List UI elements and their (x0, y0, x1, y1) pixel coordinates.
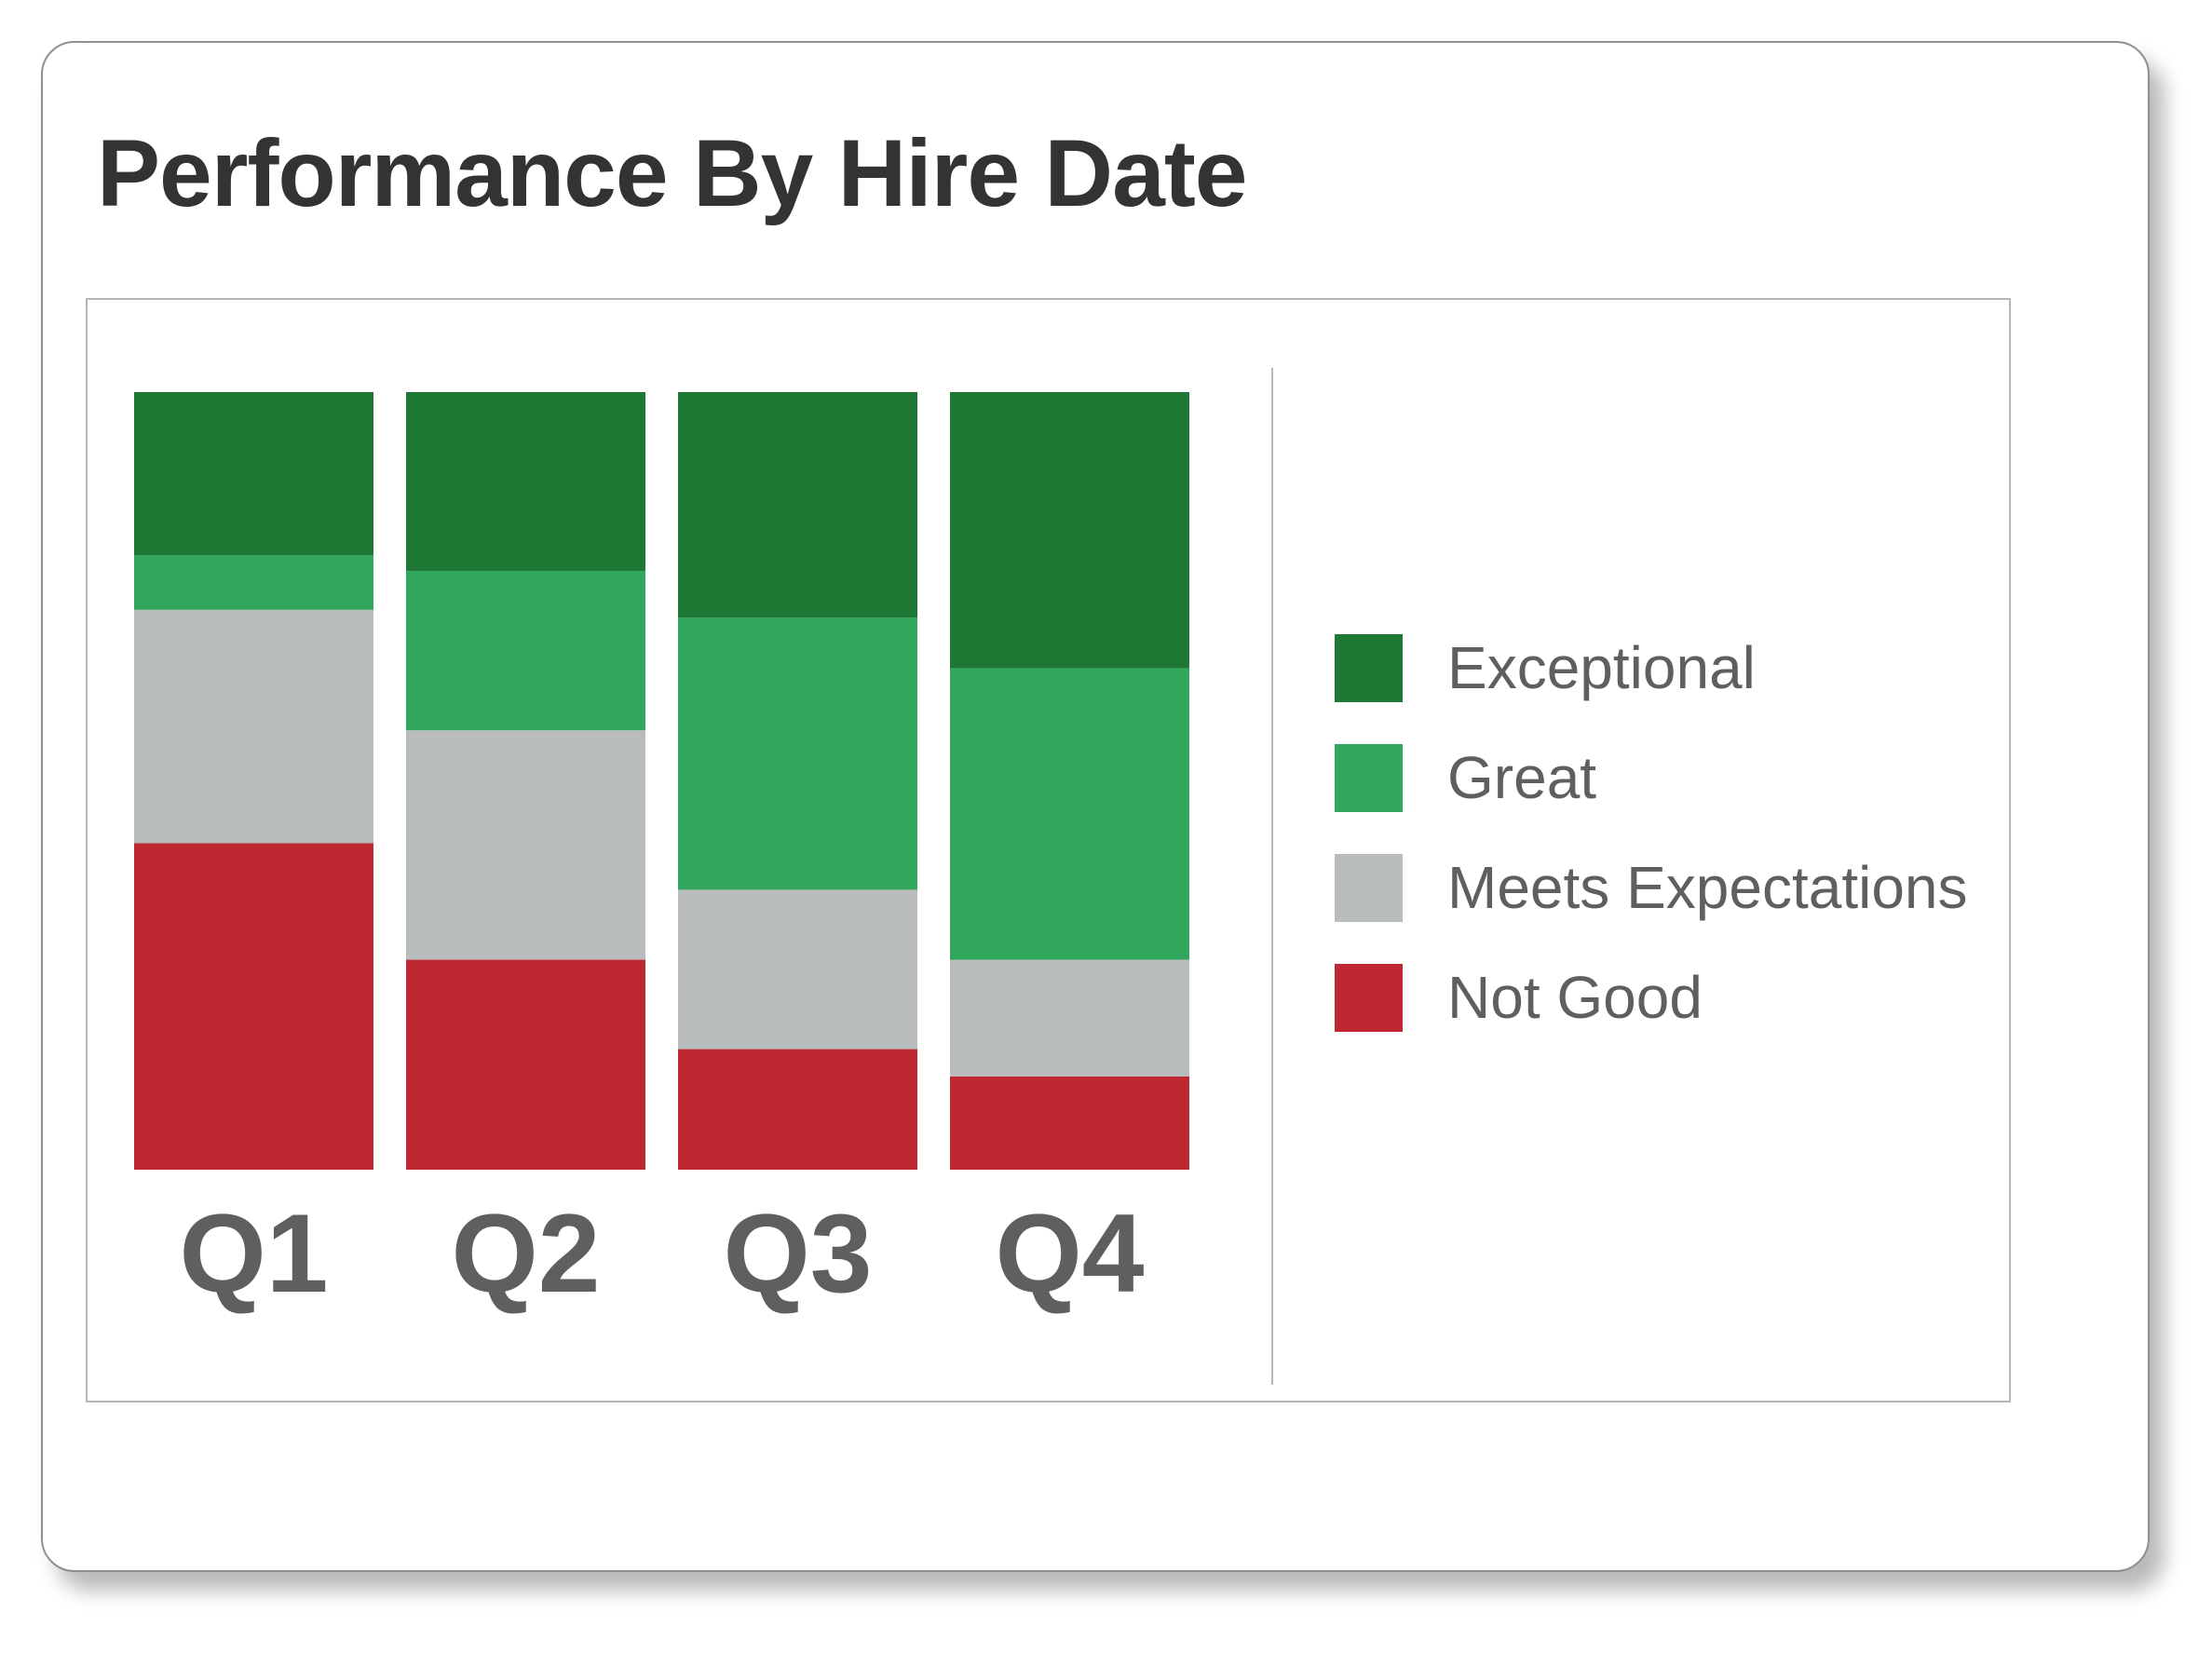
bar-q3-great (678, 617, 917, 890)
legend-label-meets-expectations: Meets Expectations (1447, 854, 1968, 921)
x-tick-label-q2: Q2 (451, 1191, 600, 1316)
bar-group (134, 392, 1189, 1170)
legend-label-not-good: Not Good (1447, 964, 1703, 1031)
x-tick-label-q1: Q1 (179, 1191, 328, 1316)
chart-panel: Q1 Q2 Q3 Q4 Exceptional Great Meets Expectati… (86, 298, 2011, 1402)
legend-swatch-meets-expectations (1335, 854, 1403, 922)
x-tick-label-q3: Q3 (723, 1191, 872, 1316)
bar-q1-exceptional (134, 392, 373, 556)
bar-q2-meets-expectations (406, 730, 645, 960)
bar-q4-not-good (950, 1076, 1189, 1170)
chart-title: Performance By Hire Date (97, 120, 1248, 226)
legend-swatch-exceptional (1335, 634, 1403, 702)
bar-q4-great (950, 668, 1189, 960)
x-tick-label-q4: Q4 (995, 1191, 1144, 1316)
bar-q1-great (134, 555, 373, 610)
legend-label-exceptional: Exceptional (1447, 634, 1756, 701)
legend: Exceptional Great Meets Expectations Not Go… (1335, 634, 1968, 1032)
bar-q3-exceptional (678, 392, 917, 618)
bar-q1-not-good (134, 843, 373, 1170)
x-tick-labels: Q1 Q2 Q3 Q4 (179, 1191, 1144, 1316)
legend-swatch-great (1335, 744, 1403, 812)
bar-q1-meets-expectations (134, 609, 373, 844)
bar-q3-meets-expectations (678, 889, 917, 1050)
legend-swatch-not-good (1335, 964, 1403, 1032)
legend-label-great: Great (1447, 744, 1596, 811)
bar-q3-not-good (678, 1049, 917, 1170)
bar-q4-meets-expectations (950, 959, 1189, 1077)
bar-q2-not-good (406, 959, 645, 1170)
bar-q2-exceptional (406, 392, 645, 572)
bar-q2-great (406, 571, 645, 731)
stacked-bar-chart: Q1 Q2 Q3 Q4 Exceptional Great Meets Expectati… (134, 368, 1968, 1385)
bar-q4-exceptional (950, 392, 1189, 669)
